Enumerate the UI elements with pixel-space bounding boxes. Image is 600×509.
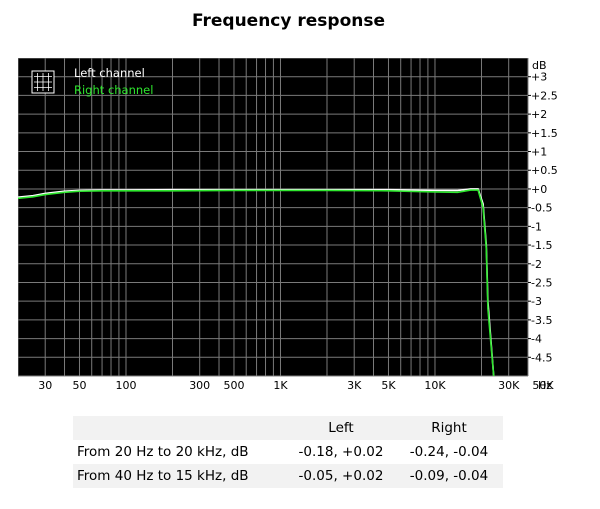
y-tick-label: +2.5 [531,89,558,102]
y-tick-label: -3 [531,295,542,308]
stats-row-label: From 40 Hz to 15 kHz, dB [73,464,287,488]
x-tick-label: 30 [38,379,52,392]
stats-row-left: -0.18, +0.02 [287,440,395,464]
y-tick-label: +0 [531,183,547,196]
y-axis-unit: dB [532,59,547,72]
x-tick-label: 3K [347,379,362,392]
y-tick-label: +3 [531,71,547,84]
stats-row-right: -0.24, -0.04 [395,440,503,464]
legend-entry-left: Left channel [74,66,145,80]
y-tick-label: -0.5 [531,202,552,215]
stats-header-empty [73,416,287,440]
x-tick-label: 50K [532,379,554,392]
y-tick-label: +1 [531,146,547,159]
y-tick-label: -2.5 [531,276,552,289]
chart-canvas: dB+3 +2.5 +2 +1.5 +1 +0.5 +0 -0.5 -1 -1.5 -2 -2.5 -3… [18,58,558,395]
x-tick-label: 100 [115,379,136,392]
stats-header-row: Left Right [73,416,503,440]
x-axis-strip [18,376,558,395]
y-tick-label: +1.5 [531,127,558,140]
stats-row-left: -0.05, +0.02 [287,464,395,488]
x-tick-label: 1K [273,379,288,392]
x-axis-unit: Hz [538,379,552,392]
y-axis-strip [528,58,558,376]
x-tick-label: 300 [189,379,210,392]
y-tick-label: -1.5 [531,239,552,252]
chart-title: Frequency response [191,11,386,31]
series-line-right [18,189,495,376]
y-tick-label: -3.5 [531,314,552,327]
x-tick-label: 5K [381,379,396,392]
x-tick-label: 10K [424,379,446,392]
y-tick-label: -4.5 [531,351,552,364]
x-tick-label: 30K [498,379,520,392]
stats-table: Left Right From 20 Hz to 20 kHz, dB -0.1… [73,416,503,488]
stats-row-label: From 20 Hz to 20 kHz, dB [73,440,287,464]
y-tick-label: -1 [531,220,542,233]
stats-header-left: Left [287,416,395,440]
legend-entry-right: Right channel [74,83,153,97]
stats-header-right: Right [395,416,503,440]
stats-row-right: -0.09, -0.04 [395,464,503,488]
y-tick-label: -2 [531,258,542,271]
y-tick-label: -4 [531,333,542,346]
stats-row: From 40 Hz to 15 kHz, dB -0.05, +0.02 -0… [73,464,503,488]
stats-row: From 20 Hz to 20 kHz, dB -0.18, +0.02 -0… [73,440,503,464]
y-tick-label: +2 [531,108,547,121]
y-tick-label: +0.5 [531,164,558,177]
frequency-response-chart: dB +3 +2.5 +2 +1.5 +1 +0.5 +0 -0.5 -1 -1.5 -2 -2.5 -3… [18,58,558,395]
x-tick-label: 500 [223,379,244,392]
x-tick-label: 50 [72,379,86,392]
